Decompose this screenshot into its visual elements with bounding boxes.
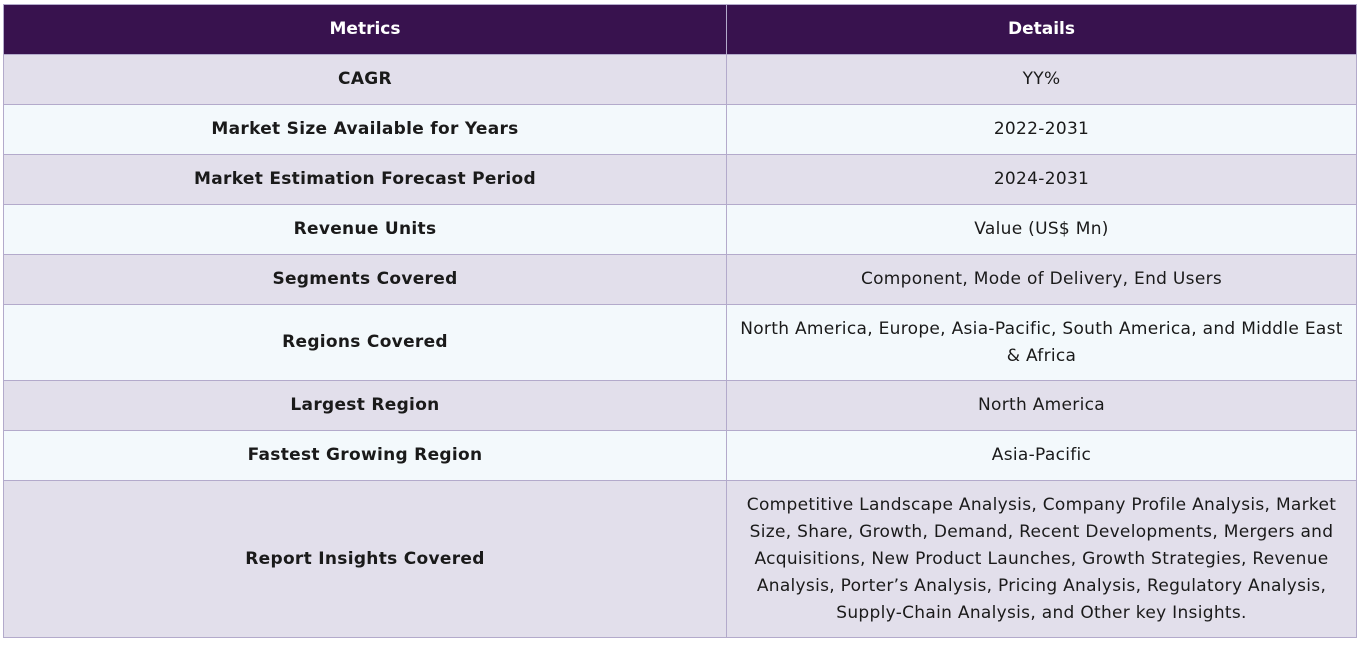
detail-cell: Competitive Landscape Analysis, Company … — [726, 480, 1357, 638]
metric-cell: Largest Region — [3, 380, 727, 431]
metric-cell: Fastest Growing Region — [3, 430, 727, 481]
table-row: Market Estimation Forecast Period 2024-2… — [3, 154, 1357, 205]
metric-cell: Market Estimation Forecast Period — [3, 154, 727, 205]
metric-cell: Revenue Units — [3, 204, 727, 255]
table-row: Revenue Units Value (US$ Mn) — [3, 204, 1357, 255]
report-metrics-table: Metrics Details CAGR YY% Market Size Ava… — [3, 4, 1357, 638]
detail-cell: 2022-2031 — [726, 104, 1357, 155]
metric-cell: Regions Covered — [3, 304, 727, 381]
table-row: Report Insights Covered Competitive Land… — [3, 480, 1357, 638]
table-header-row: Metrics Details — [3, 4, 1357, 55]
detail-cell: Asia-Pacific — [726, 430, 1357, 481]
metric-cell: Segments Covered — [3, 254, 727, 305]
table-row: Segments Covered Component, Mode of Deli… — [3, 254, 1357, 305]
metric-cell: Market Size Available for Years — [3, 104, 727, 155]
detail-cell: North America — [726, 380, 1357, 431]
table-row: Largest Region North America — [3, 380, 1357, 431]
header-metrics: Metrics — [3, 4, 727, 55]
report-metrics-table-container: Metrics Details CAGR YY% Market Size Ava… — [3, 4, 1357, 638]
table-row: CAGR YY% — [3, 54, 1357, 105]
detail-cell: North America, Europe, Asia-Pacific, Sou… — [726, 304, 1357, 381]
table-row: Market Size Available for Years 2022-203… — [3, 104, 1357, 155]
detail-cell: Value (US$ Mn) — [726, 204, 1357, 255]
table-row: Fastest Growing Region Asia-Pacific — [3, 430, 1357, 481]
metric-cell: CAGR — [3, 54, 727, 105]
metric-cell: Report Insights Covered — [3, 480, 727, 638]
detail-cell: 2024-2031 — [726, 154, 1357, 205]
detail-cell: YY% — [726, 54, 1357, 105]
header-details: Details — [726, 4, 1357, 55]
detail-cell: Component, Mode of Delivery, End Users — [726, 254, 1357, 305]
table-row: Regions Covered North America, Europe, A… — [3, 304, 1357, 381]
